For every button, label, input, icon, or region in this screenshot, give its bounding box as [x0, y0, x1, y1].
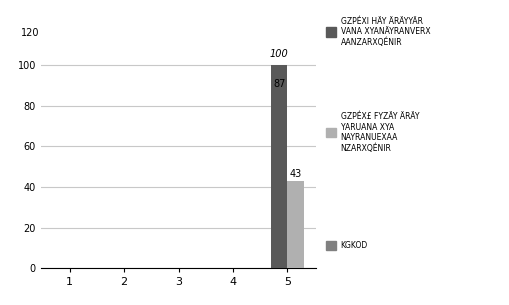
Bar — [270, 65, 287, 268]
Text: 120: 120 — [21, 28, 40, 38]
Text: GZPÉX£ FYZÄY ÄRÄY
YARUANA XYA
NAYRANUEXAA
NZARXQÉNIR: GZPÉX£ FYZÄY ÄRÄY YARUANA XYA NAYRANUEXA… — [340, 112, 418, 153]
Text: 87: 87 — [272, 80, 285, 89]
Text: 43: 43 — [289, 169, 301, 179]
Text: KGKOD: KGKOD — [340, 241, 367, 250]
Text: GZPÉXI HÄY ÄRÄYYÄR
VANA XYANÄYRANVERX
AANZARXQÉNIR: GZPÉXI HÄY ÄRÄYYÄR VANA XYANÄYRANVERX AA… — [340, 17, 430, 47]
Bar — [287, 181, 303, 268]
Text: 100: 100 — [269, 49, 288, 59]
